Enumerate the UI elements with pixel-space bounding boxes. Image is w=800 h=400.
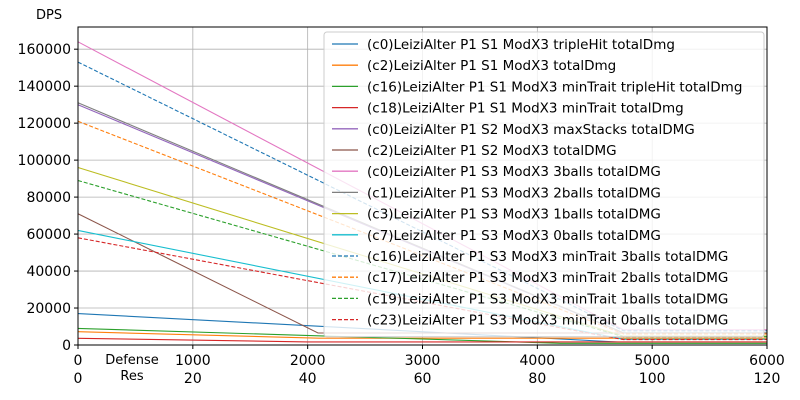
x-tick-label: 3000 [405,353,441,369]
x-tick-label: 2000 [290,353,326,369]
legend-label: (c0)LeiziAlter P1 S1 ModX3 tripleHit tot… [367,37,675,53]
legend-label: (c16)LeiziAlter P1 S1 ModX3 minTrait tri… [367,79,742,95]
legend: (c0)LeiziAlter P1 S1 ModX3 tripleHit tot… [323,31,765,338]
series-line-3 [77,327,767,344]
legend-label: (c0)LeiziAlter P1 S3 ModX3 3balls totalD… [367,164,661,180]
legend-label: (c0)LeiziAlter P1 S2 ModX3 maxStacks tot… [367,122,695,138]
axis-ticks: 0010002020004030006040008050001006000120… [18,42,785,387]
legend-label: (c1)LeiziAlter P1 S3 ModX3 2balls totalD… [367,185,661,201]
x-tick-label: 1000 [175,353,211,369]
legend-label: (c2)LeiziAlter P1 S2 ModX3 totalDMG [367,143,617,159]
x2-axis-label: Res [120,369,143,384]
x2-tick-label: 40 [299,371,317,387]
x-axis-label: Defense [105,353,159,368]
y-tick-label: 20000 [26,301,71,317]
legend-label: (c2)LeiziAlter P1 S1 ModX3 totalDmg [367,58,616,74]
x2-tick-label: 120 [754,371,781,387]
y-tick-label: 80000 [26,190,71,206]
series-line-14 [77,237,767,341]
y-tick-label: 0 [62,338,71,354]
legend-label: (c19)LeiziAlter P1 S3 ModX3 minTrait 1ba… [367,291,728,307]
legend-label: (c18)LeiziAlter P1 S1 ModX3 minTrait tot… [367,101,684,117]
legend-label: (c17)LeiziAlter P1 S3 ModX3 minTrait 2ba… [367,270,728,286]
x-tick-label: 4000 [520,353,556,369]
x-tick-label: 0 [74,353,83,369]
series-line-4 [77,337,767,343]
x2-tick-label: 0 [74,371,83,387]
x2-tick-label: 80 [528,371,546,387]
y-tick-label: 160000 [18,42,71,58]
y-tick-label: 60000 [26,227,71,243]
legend-box [323,31,765,338]
x-tick-label: 5000 [634,353,670,369]
y-tick-label: 140000 [18,79,71,95]
legend-label: (c16)LeiziAlter P1 S3 ModX3 minTrait 3ba… [367,249,728,265]
y-tick-label: 100000 [18,153,71,169]
x2-tick-label: 100 [639,371,666,387]
x2-tick-label: 20 [184,371,202,387]
legend-label: (c7)LeiziAlter P1 S3 ModX3 0balls totalD… [367,228,661,244]
legend-label: (c3)LeiziAlter P1 S3 ModX3 1balls totalD… [367,207,661,223]
y-tick-label: 120000 [18,116,71,132]
y-tick-label: 40000 [26,264,71,280]
legend-label: (c23)LeiziAlter P1 S3 ModX3 minTrait 0ba… [367,313,728,329]
x2-tick-label: 60 [414,371,432,387]
y-axis-label: DPS [36,8,62,23]
x-tick-label: 6000 [749,353,785,369]
